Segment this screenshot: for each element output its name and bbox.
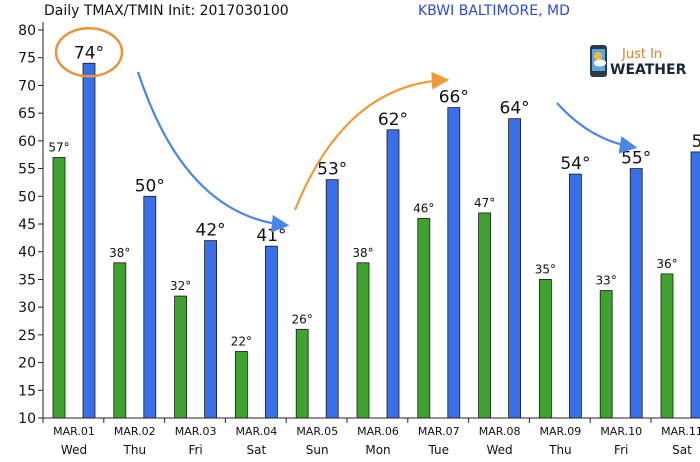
y-tick-label: 35 (18, 272, 36, 288)
tmax-bar (82, 62, 96, 419)
tmax-value-label: 50° (135, 176, 165, 196)
tmax-bar (204, 240, 218, 419)
tmax-bar (508, 118, 522, 419)
tmin-bar (113, 262, 127, 419)
tmax-bar (386, 129, 400, 419)
tmin-bar (660, 273, 674, 419)
tmin-bar (295, 328, 309, 419)
tmin-value-label: 33° (596, 274, 617, 288)
x-date-label: MAR.09 (540, 425, 582, 438)
y-tick-label: 80 (18, 23, 36, 39)
tmax-bar (569, 173, 582, 419)
x-date-label: MAR.10 (600, 425, 642, 438)
highlight-circle (54, 27, 124, 78)
tmax-bar (690, 151, 700, 419)
x-day-label: Wed (61, 443, 87, 457)
y-tick-label: 70 (18, 78, 36, 94)
tmax-value-label: 42° (196, 221, 226, 241)
x-day-label: Fri (188, 443, 202, 457)
tmin-value-label: 32° (170, 279, 191, 293)
tmin-value-label: 36° (656, 257, 677, 271)
location-label: KBWI BALTIMORE, MD (418, 3, 570, 19)
x-axis: MAR.01 Wed MAR.02 Thu MAR.03 Fri MAR.04 Sat MAR.… (42, 417, 700, 457)
y-axis: 10 15 20 25 30 35 40 45 50 55 60 65 70 75 80 (18, 22, 44, 427)
x-date-label: MAR.08 (479, 425, 521, 438)
x-day-label: Mon (365, 443, 390, 457)
tmax-bar (143, 195, 157, 419)
tmin-value-label: 38° (109, 246, 130, 260)
brand-line1: Just In (621, 47, 662, 62)
tmin-bar (417, 218, 431, 419)
tmin-value-label: 46° (413, 201, 434, 215)
tmax-value-label: 66° (439, 88, 469, 108)
trend-arrow (293, 71, 450, 211)
tmin-value-label: 35° (535, 262, 556, 276)
tmin-bar (599, 290, 613, 419)
tmin-bar (174, 295, 188, 419)
y-tick-label: 65 (18, 106, 36, 122)
tmax-value-label: 55° (621, 149, 651, 169)
tmax-value-label: 53° (317, 160, 347, 180)
x-date-label: MAR.11 (661, 425, 700, 438)
tmin-bar (234, 351, 248, 419)
tmax-value-label: 54° (560, 154, 590, 174)
tmin-bar (539, 279, 552, 419)
x-day-label: Thu (123, 443, 147, 457)
tmax-value-label: 74° (74, 43, 104, 63)
x-date-label: MAR.02 (114, 425, 156, 438)
y-tick-label: 75 (18, 51, 36, 67)
x-date-label: MAR.03 (175, 425, 217, 438)
tmin-value-label: 38° (352, 246, 373, 260)
x-day-label: Thu (548, 443, 572, 457)
x-date-label: MAR.07 (418, 425, 460, 438)
x-day-label: Sat (247, 443, 267, 457)
tmin-value-label: 22° (231, 334, 252, 348)
y-tick-label: 20 (18, 356, 36, 372)
x-day-label: Tue (428, 443, 450, 457)
trend-arrow (556, 102, 638, 154)
y-tick-label: 10 (18, 411, 36, 427)
x-day-label: Sat (672, 443, 692, 457)
annotations (54, 27, 638, 233)
y-tick-label: 60 (18, 134, 36, 150)
y-tick-label: 50 (18, 189, 36, 205)
tmin-bar (52, 157, 66, 419)
y-tick-label: 40 (18, 245, 36, 261)
y-tick-label: 55 (18, 162, 36, 178)
tmax-bar (264, 245, 278, 419)
tmax-bar (629, 168, 643, 419)
tmax-value-label: 62° (378, 110, 408, 130)
x-day-label: Wed (487, 443, 513, 457)
y-tick-label: 15 (18, 383, 36, 399)
x-date-label: MAR.05 (296, 425, 338, 438)
tmax-value-label: 64° (500, 99, 530, 119)
trend-arrow (136, 71, 290, 233)
y-tick-label: 30 (18, 300, 36, 316)
tmin-value-label: 26° (292, 312, 313, 326)
tmin-bar (356, 262, 370, 419)
chart-title: Daily TMAX/TMIN Init: 2017030100 (44, 3, 289, 19)
tmin-value-label: 47° (474, 196, 495, 210)
x-day-label: Sun (306, 443, 329, 457)
brand-logo: Just In WEATHER (590, 45, 687, 78)
y-tick-label: 25 (18, 328, 36, 344)
tmin-value-label: 57° (48, 140, 69, 154)
y-tick-label: 45 (18, 217, 36, 233)
x-date-label: MAR.06 (357, 425, 399, 438)
tmax-value-label: 41° (256, 226, 286, 246)
x-day-label: Fri (614, 443, 628, 457)
x-date-label: MAR.01 (53, 425, 95, 438)
tmax-bar (447, 107, 461, 419)
tmax-bar (325, 179, 339, 419)
tmax-value-label: 5 (692, 132, 700, 152)
x-date-label: MAR.04 (236, 425, 278, 438)
tmin-bar (478, 212, 492, 419)
phone-weather-icon (590, 45, 607, 77)
brand-line2: WEATHER (610, 62, 687, 78)
